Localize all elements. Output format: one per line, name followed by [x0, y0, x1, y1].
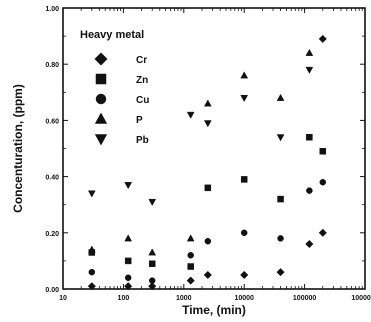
point-pb [204, 121, 211, 127]
point-p [306, 49, 313, 55]
x-tick-label: 1000 [176, 295, 192, 302]
y-tick-label: 0.60 [45, 118, 59, 125]
point-cr [319, 35, 327, 43]
legend-marker-cu [96, 94, 106, 104]
point-cu [149, 278, 155, 284]
point-cu [125, 275, 131, 281]
x-tick-label: 100000 [293, 295, 316, 302]
data-points [88, 35, 326, 290]
point-cr [204, 271, 212, 279]
point-cu [89, 269, 95, 275]
point-zn [306, 134, 312, 140]
legend-label-zn: Zn [136, 75, 148, 86]
point-p [187, 235, 194, 241]
point-cu [306, 188, 312, 194]
point-pb [241, 95, 248, 101]
series-cr [88, 35, 326, 290]
point-cu [320, 179, 326, 185]
legend: Heavy metal Cr Zn Cu P Pb [80, 29, 149, 146]
point-zn [278, 196, 284, 202]
point-p [149, 249, 156, 255]
point-pb [277, 135, 284, 141]
legend-marker-cr [95, 53, 108, 66]
point-zn [149, 261, 155, 267]
point-zn [320, 148, 326, 154]
point-cr [240, 271, 248, 279]
legend-marker-zn [96, 74, 106, 84]
point-pb [187, 112, 194, 118]
y-tick-label: 0.00 [45, 287, 59, 294]
point-cr [306, 240, 314, 248]
point-p [277, 94, 284, 100]
x-tick-label: 10000 [234, 295, 254, 302]
series-p [88, 49, 312, 255]
x-tick-label: 10 [59, 295, 67, 302]
legend-label-pb: Pb [136, 135, 149, 146]
legend-label-p: P [136, 115, 143, 126]
point-zn [188, 264, 194, 270]
y-tick-label: 0.20 [45, 231, 59, 238]
point-pb [306, 67, 313, 73]
point-p [125, 235, 132, 241]
y-axis-label: Concenturation, (ppm) [11, 84, 25, 213]
legend-marker-pb [95, 135, 107, 146]
point-cr [277, 268, 285, 276]
x-tick-label: 100 [118, 295, 130, 302]
legend-label-cr: Cr [136, 55, 147, 66]
point-pb [149, 199, 156, 205]
series-cu [89, 179, 326, 283]
y-tick-label: 0.80 [45, 62, 59, 69]
point-cu [241, 230, 247, 236]
x-tick-label: 1000000 [351, 295, 371, 302]
legend-marker-p [95, 113, 107, 124]
series-zn [89, 134, 326, 269]
point-pb [88, 191, 95, 197]
point-zn [125, 258, 131, 264]
point-zn [205, 185, 211, 191]
x-axis-label: Time, (min) [182, 303, 246, 317]
point-cr [319, 229, 327, 237]
point-zn [241, 176, 247, 182]
point-cu [278, 235, 284, 241]
series-pb [88, 67, 312, 205]
y-tick-label: 0.40 [45, 175, 59, 182]
point-p [241, 72, 248, 78]
point-cu [205, 238, 211, 244]
point-p [88, 246, 95, 252]
y-tick-label: 1.00 [45, 6, 59, 13]
point-p [204, 100, 211, 106]
legend-label-cu: Cu [136, 95, 149, 106]
legend-title: Heavy metal [80, 29, 144, 41]
point-pb [125, 182, 132, 188]
point-cu [188, 252, 194, 258]
point-cr [187, 277, 195, 285]
